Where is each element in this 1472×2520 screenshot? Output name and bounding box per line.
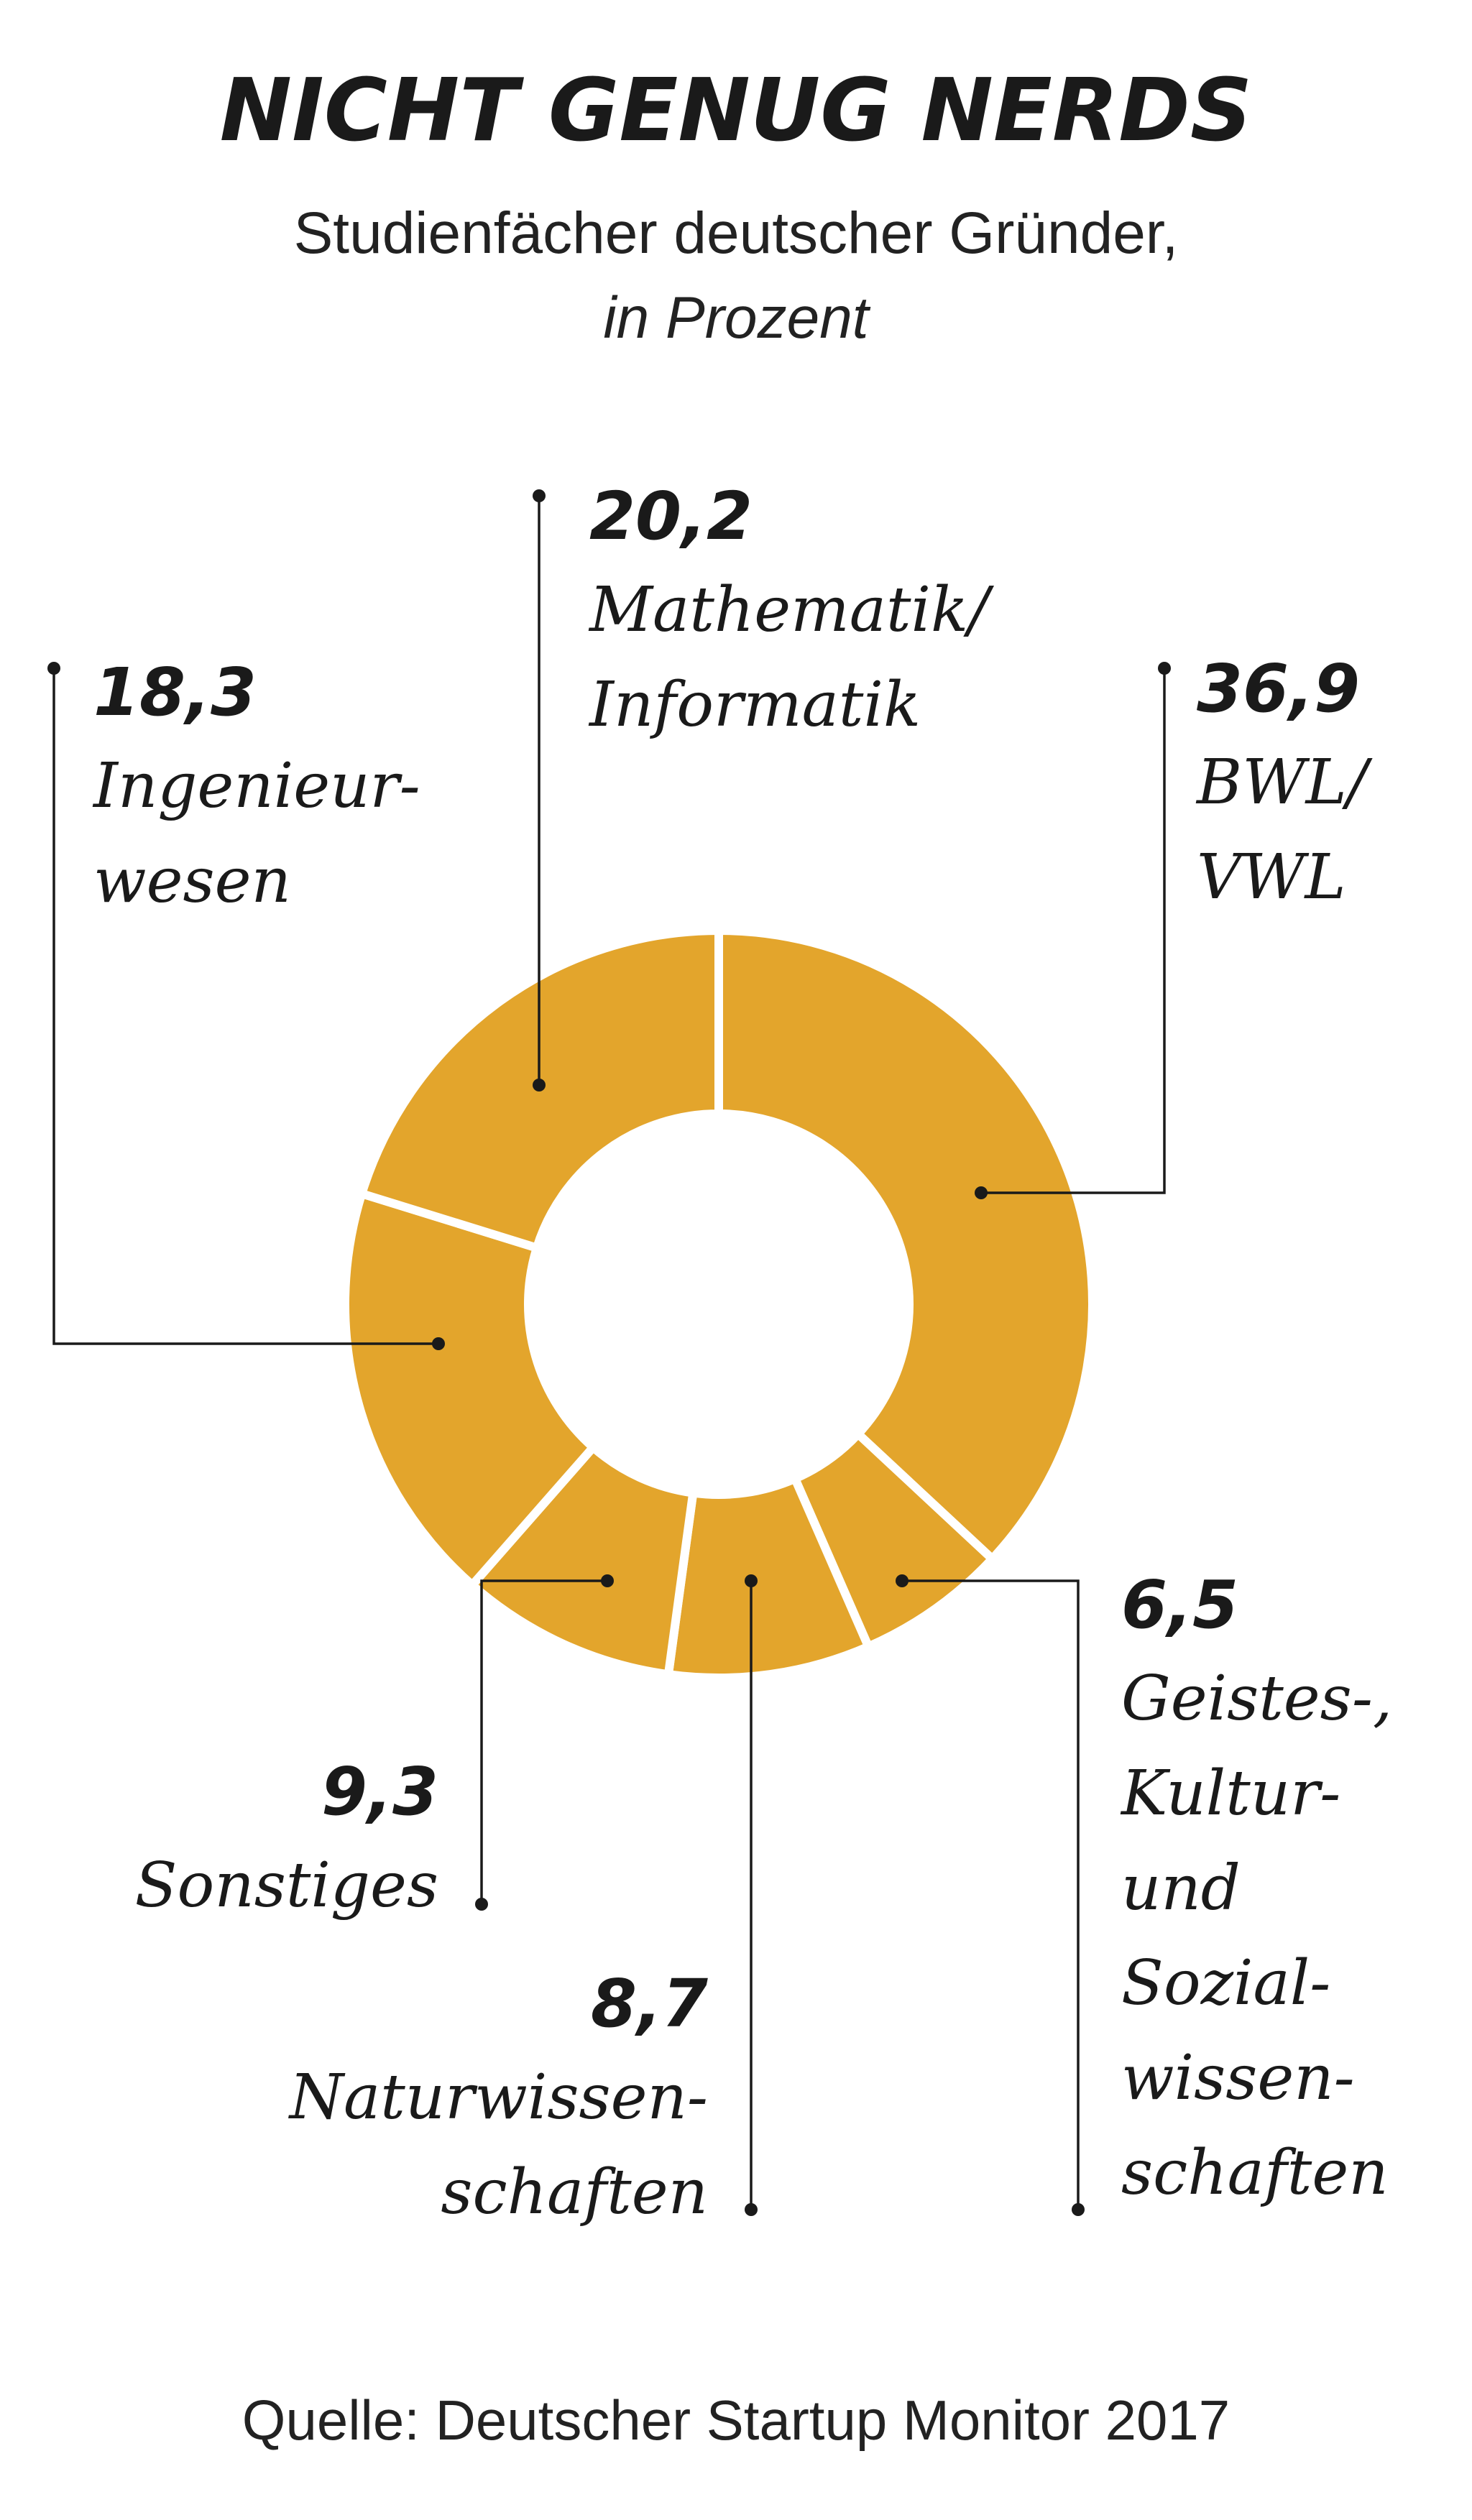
category-label: schaften (1121, 2137, 1389, 2209)
category-label: Naturwissen- (288, 2062, 708, 2133)
leader-dot (533, 1079, 546, 1091)
source-note: Quelle: Deutscher Startup Monitor 2017 (242, 2389, 1230, 2452)
donut-slice (466, 1441, 699, 1680)
data-label: 6,5 (1121, 1566, 1238, 1643)
slice-annotations: 36,9 BWL/VWL 6,5 Geistes-, Kultur-und Sozial-… (47, 478, 1392, 2228)
data-label: 20,2 (589, 478, 753, 555)
data-label: 8,7 (591, 1965, 708, 2042)
slice-annotation: 20,2 Mathematik/Informatik (533, 478, 994, 1091)
donut-slice (341, 1188, 599, 1592)
slice-annotation: 36,9 BWL/VWL (975, 650, 1373, 1199)
chart-title: NICHT GENUG NERDS (220, 61, 1253, 161)
category-label: Sonstiges (135, 1850, 438, 1921)
category-label: Ingenieur- (92, 750, 420, 822)
leader-line (981, 668, 1166, 1194)
leader-line (480, 1579, 607, 1904)
leader-dot (533, 489, 546, 502)
leader-dot (47, 662, 60, 675)
leader-dot (745, 2203, 758, 2216)
leader-dot (1158, 662, 1171, 675)
data-label: 36,9 (1197, 650, 1360, 727)
leader-dot (475, 1898, 488, 1911)
slice-annotation: 6,5 Geistes-, Kultur-und Sozial-wissen-scha… (896, 1566, 1392, 2216)
category-label: Informatik (588, 669, 921, 741)
category-label: VWL (1197, 841, 1346, 913)
slice-annotation: 8,7 Naturwissen-schaften (288, 1574, 758, 2228)
category-label: wesen (93, 845, 291, 917)
leader-dot (1072, 2203, 1085, 2216)
slice-annotation: 9,3 Sonstiges (135, 1574, 614, 1921)
slice-annotation: 18,3 Ingenieur-wesen (47, 654, 445, 1350)
chart-subtitle-line-1: Studienfächer deutscher Gründer, (294, 200, 1179, 266)
category-label: Mathematik/ (588, 574, 994, 646)
category-label: Sozial- (1121, 1947, 1330, 2019)
leader-dot (601, 1574, 614, 1587)
category-label: und (1121, 1852, 1241, 1924)
data-label: 18,3 (93, 654, 257, 731)
donut-slices (341, 926, 1097, 1682)
donut-slice (714, 926, 1097, 1565)
leader-dot (896, 1574, 908, 1587)
category-label: schaften (441, 2156, 708, 2228)
leader-dot (975, 1186, 988, 1199)
leader-dot (432, 1337, 445, 1350)
leader-line (902, 1579, 1080, 2210)
category-label: Geistes-, (1121, 1663, 1392, 1735)
category-label: Kultur- (1120, 1758, 1340, 1829)
category-label: BWL/ (1195, 747, 1373, 818)
leader-line (52, 668, 438, 1345)
data-label: 9,3 (321, 1753, 438, 1830)
leader-dot (745, 1574, 758, 1587)
category-label: wissen- (1121, 2042, 1355, 2114)
chart-subtitle-line-2: in Prozent (603, 285, 870, 351)
